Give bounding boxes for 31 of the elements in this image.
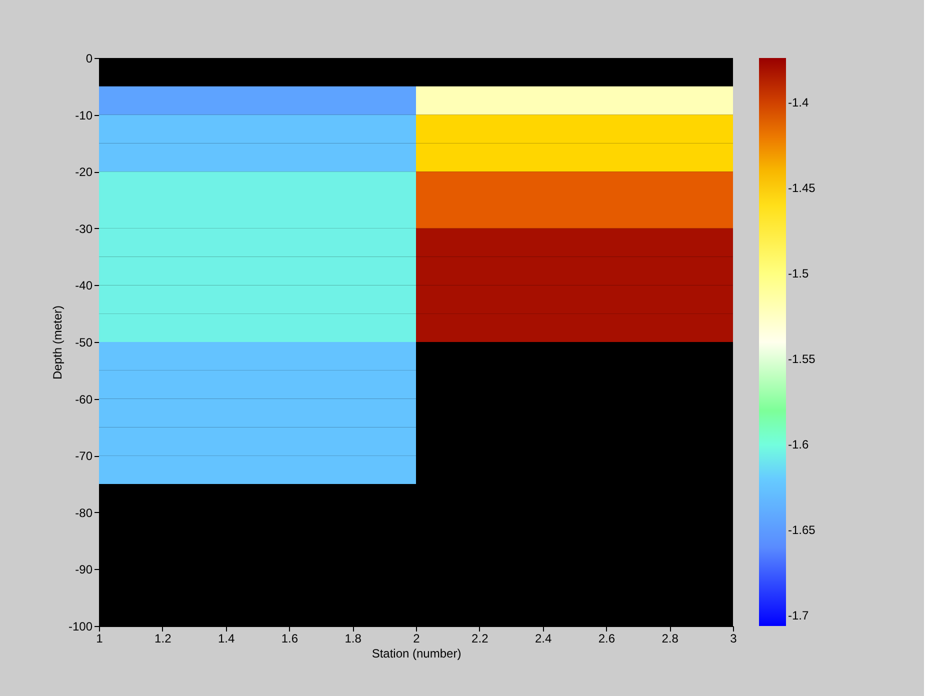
color-bar-label: -1.55	[788, 352, 816, 366]
y-tick-label: -10	[75, 108, 93, 122]
color-bar-label: -1.5	[788, 266, 810, 281]
x-tick-label: 1.4	[218, 632, 235, 646]
y-tick-label: -30	[75, 222, 93, 236]
color-bar-label: -1.65	[788, 523, 816, 538]
color-bar-label: -1.7	[788, 608, 810, 623]
y-tick-label: -40	[75, 278, 93, 293]
x-tick-label: 2.2	[472, 632, 489, 646]
y-tick-label: 0	[86, 52, 93, 66]
x-tick-label: 1.2	[154, 632, 172, 646]
x-tick-label: 2.8	[662, 632, 679, 646]
y-tick-label: -20	[75, 165, 93, 180]
y-tick-label: -100	[68, 620, 93, 634]
x-tick-label: 2.4	[534, 632, 552, 646]
x-tick-label: 1	[96, 632, 104, 646]
color-bar-label: -1.6	[788, 438, 810, 452]
color-bar-label: -1.4	[788, 95, 810, 110]
y-axis-title: Depth (meter)	[50, 305, 64, 380]
y-tick-label: -70	[75, 449, 93, 464]
y-tick-label: -80	[75, 506, 93, 520]
y-tick-label: -50	[75, 336, 93, 350]
x-tick-label: 2.6	[598, 632, 616, 646]
x-tick-label: 3	[730, 632, 738, 646]
x-tick-label: 1.8	[344, 632, 362, 646]
x-tick-label: 2	[413, 632, 420, 646]
x-axis-title: Station (number)	[372, 646, 462, 660]
y-tick-label: -60	[75, 392, 93, 406]
color-bar-label: -1.45	[788, 181, 816, 196]
y-tick-label: -90	[75, 562, 93, 577]
x-tick-label: 1.6	[281, 632, 298, 646]
